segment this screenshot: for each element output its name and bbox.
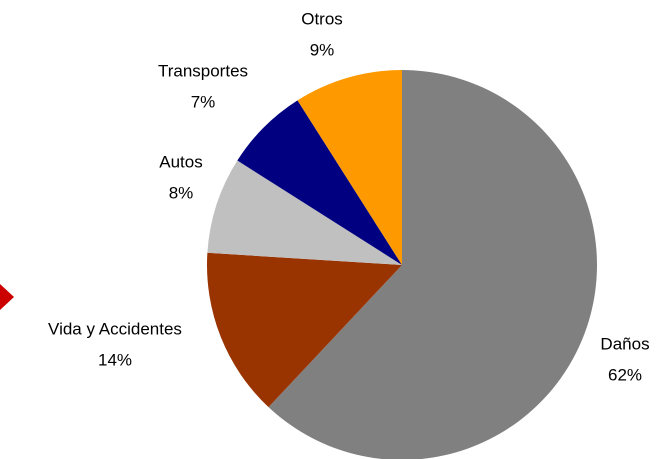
slice-value-label: 8% [169,183,194,202]
slice-label: Vida y Accidentes [48,319,182,338]
slice-label: Daños [600,334,649,353]
slice-value-label: 62% [608,365,642,384]
pie-slice [268,70,597,459]
slice-label: Transportes [158,61,248,80]
pie [207,70,597,459]
pie-slice [207,252,402,408]
slice-value-label: 9% [310,40,335,59]
arrow-decoration [0,284,14,310]
slice-label: Otros [301,9,343,28]
pie-slice [207,160,402,265]
slice-value-label: 14% [98,350,132,369]
labels: Daños 62% Vida y Accidentes 14% Autos 8% Trans… [48,9,650,384]
slice-value-label: 7% [191,92,216,111]
slice-label: Autos [159,152,202,171]
pie-slice [237,100,402,266]
pie-slice [297,70,402,265]
